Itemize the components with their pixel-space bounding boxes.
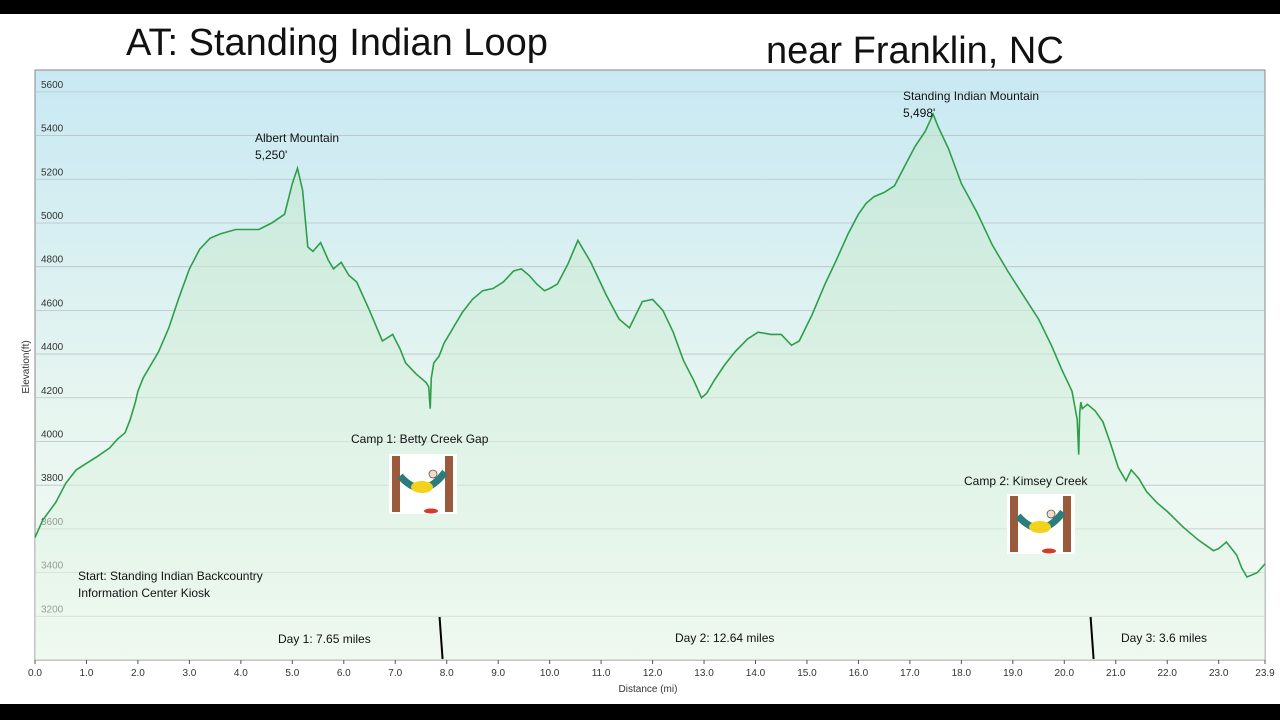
x-tick-label: 2.0 xyxy=(131,668,145,679)
camp1-label: Camp 1: Betty Creek Gap xyxy=(351,432,489,446)
x-tick-label: 8.0 xyxy=(440,668,454,679)
start-label-line2: Information Center Kiosk xyxy=(78,586,211,600)
y-axis-label: Elevation(ft) xyxy=(21,340,32,393)
x-tick-label: 10.0 xyxy=(540,668,560,679)
x-tick-label: 17.0 xyxy=(900,668,920,679)
hammock-camp2-icon xyxy=(1007,494,1075,554)
x-tick-label: 23.9 xyxy=(1255,668,1275,679)
day2-label: Day 2: 12.64 miles xyxy=(675,631,774,645)
day-divider-marker xyxy=(1089,616,1095,660)
elevation-area xyxy=(35,114,1265,661)
standing-indian-label: Standing Indian Mountain xyxy=(903,89,1039,103)
day1-label: Day 1: 7.65 miles xyxy=(278,632,371,646)
y-tick-label: 4600 xyxy=(41,298,64,309)
x-tick-label: 19.0 xyxy=(1003,668,1023,679)
y-tick-label: 5600 xyxy=(41,80,64,91)
y-tick-label: 5400 xyxy=(41,124,64,135)
x-tick-label: 12.0 xyxy=(643,668,663,679)
x-tick-label: 23.0 xyxy=(1209,668,1229,679)
y-tick-label: 4800 xyxy=(41,255,64,266)
x-tick-label: 18.0 xyxy=(952,668,972,679)
x-tick-label: 9.0 xyxy=(491,668,505,679)
x-tick-label: 13.0 xyxy=(694,668,714,679)
x-tick-label: 6.0 xyxy=(337,668,351,679)
x-tick-label: 15.0 xyxy=(797,668,817,679)
albert-mountain-label: Albert Mountain xyxy=(255,131,339,145)
start-label-line1: Start: Standing Indian Backcountry xyxy=(78,569,263,583)
x-tick-label: 11.0 xyxy=(592,668,611,679)
x-tick-label: 7.0 xyxy=(388,668,402,679)
y-tick-label: 4200 xyxy=(41,386,64,397)
x-axis-label: Distance (mi) xyxy=(619,684,678,695)
day-divider-marker xyxy=(438,616,444,660)
y-tick-label: 4000 xyxy=(41,429,64,440)
x-tick-label: 1.0 xyxy=(80,668,94,679)
x-tick-label: 5.0 xyxy=(285,668,299,679)
x-tick-label: 21.0 xyxy=(1106,668,1126,679)
x-tick-label: 22.0 xyxy=(1157,668,1177,679)
x-tick-label: 14.0 xyxy=(746,668,766,679)
elevation-line xyxy=(34,112,1266,579)
day3-label: Day 3: 3.6 miles xyxy=(1121,631,1207,645)
page-title: AT: Standing Indian Loop xyxy=(126,22,548,64)
x-tick-label: 20.0 xyxy=(1055,668,1075,679)
x-tick-label: 0.0 xyxy=(28,668,42,679)
x-tick-label: 16.0 xyxy=(849,668,869,679)
camp2-label: Camp 2: Kimsey Creek xyxy=(964,474,1088,488)
location-subtitle: near Franklin, NC xyxy=(766,30,1064,72)
x-tick-label: 4.0 xyxy=(234,668,248,679)
top-black-bar xyxy=(0,0,1280,14)
x-tick-label: 3.0 xyxy=(182,668,196,679)
albert-mountain-elevation: 5,250' xyxy=(255,148,287,162)
bottom-black-bar xyxy=(0,704,1280,720)
y-tick-label: 3800 xyxy=(41,473,64,484)
standing-indian-elevation: 5,498' xyxy=(903,106,935,120)
y-tick-label: 4400 xyxy=(41,342,64,353)
hammock-camp1-icon xyxy=(389,454,457,514)
y-tick-label: 5000 xyxy=(41,211,64,222)
y-tick-label: 5200 xyxy=(41,167,64,178)
